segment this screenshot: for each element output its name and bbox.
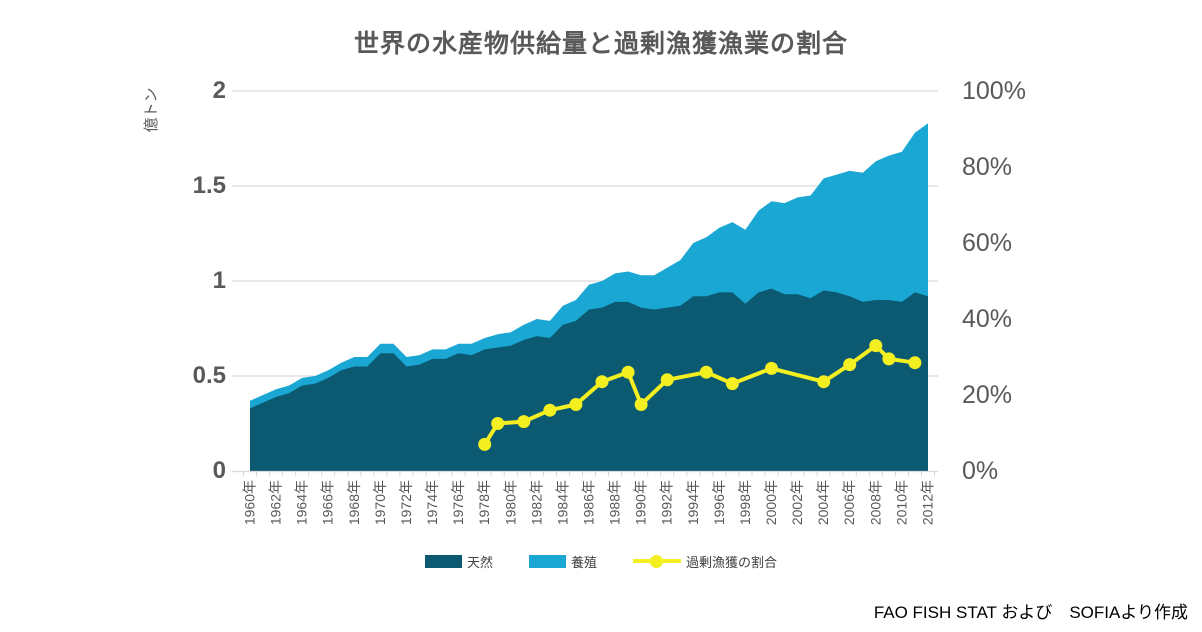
- x-axis-tick-label: 1990年: [633, 480, 649, 525]
- overfished-marker: [725, 377, 739, 391]
- x-axis-tick-label: 2006年: [841, 480, 857, 525]
- overfished-marker: [517, 415, 531, 429]
- y-axis-tick-label: 2: [212, 77, 226, 104]
- x-axis-tick-label: 1972年: [398, 480, 414, 525]
- overfished-marker: [478, 437, 492, 451]
- y-axis-tick-label: 40%: [962, 305, 1013, 333]
- y-axis-tick-label: 60%: [962, 229, 1013, 257]
- chart-title: 世界の水産物供給量と過剰漁獲漁業の割合: [353, 30, 848, 58]
- y-axis-tick-label: 1.5: [192, 172, 226, 199]
- x-axis-tick-label: 1980年: [502, 480, 518, 525]
- overfished-marker: [843, 358, 857, 372]
- legend: 天然 養殖 過剰漁獲の割合: [0, 550, 1202, 572]
- x-axis-tick-label: 1978年: [476, 480, 492, 525]
- overfished-marker: [634, 398, 648, 411]
- overfished-line-swatch: [633, 554, 681, 568]
- x-axis-tick-label: 2010年: [893, 480, 909, 525]
- y-axis-tick-label: 0: [212, 457, 226, 484]
- x-axis-tick-label: 1984年: [554, 480, 570, 525]
- legend-label-overfished: 過剰漁獲の割合: [686, 554, 778, 570]
- legend-item-aquaculture: 養殖: [528, 552, 597, 571]
- overfished-marker-swatch: [650, 554, 663, 568]
- overfished-marker: [621, 365, 635, 379]
- legend-item-overfished: 過剰漁獲の割合: [633, 552, 777, 571]
- overfished-marker: [699, 365, 713, 379]
- overfished-marker: [543, 403, 557, 417]
- overfished-marker: [765, 361, 778, 375]
- x-axis-tick-label: 2000年: [763, 480, 779, 525]
- plot-area: 1960年 1962年 1964年 1966年 1968年 1970年 1972年 1974年…: [232, 90, 938, 525]
- x-axis-tick-label: 1988年: [607, 480, 623, 525]
- x-axis-tick-label: 1966年: [320, 480, 336, 525]
- wild-area-swatch: [424, 554, 462, 568]
- legend-label-aquaculture: 養殖: [570, 554, 597, 570]
- overfished-marker: [869, 339, 883, 353]
- y-axis-tick-label: 80%: [962, 153, 1013, 181]
- wild-catch-area: [250, 288, 928, 471]
- legend-label-wild: 天然: [466, 554, 493, 570]
- y-axis-tick-label: 0.5: [192, 362, 226, 389]
- x-axis-tick-label: 2012年: [919, 480, 935, 525]
- y-axis-tick-label: 0%: [962, 457, 999, 485]
- x-axis-tick-label: 1994年: [685, 480, 701, 525]
- overfished-marker: [569, 398, 583, 411]
- x-axis-tick-label: 1986年: [580, 480, 596, 525]
- x-axis-tick-label: 1976年: [450, 480, 466, 525]
- x-axis-tick-label: 1964年: [294, 480, 310, 525]
- overfished-marker: [660, 373, 674, 387]
- aquaculture-area-swatch: [528, 554, 566, 568]
- x-axis-tick-label: 2008年: [867, 480, 883, 525]
- source-note: FAO FISH STAT および SOFIAより作成: [873, 603, 1188, 622]
- x-axis-tick-label: 1992年: [659, 480, 675, 525]
- y-axis-tick-label: 20%: [962, 381, 1013, 409]
- y-axis-tick-label: 1: [212, 267, 226, 294]
- x-axis-tick-label: 1962年: [268, 480, 284, 525]
- x-axis-tick-label: 1970年: [372, 480, 388, 525]
- x-axis-tick-label: 1974年: [424, 480, 440, 525]
- y-axis-tick-label: 100%: [962, 77, 1026, 105]
- x-axis-tick-label: 2002年: [789, 480, 805, 525]
- legend-item-wild: 天然: [424, 552, 493, 571]
- overfished-marker: [908, 356, 922, 370]
- x-axis-tick-label: 1998年: [737, 480, 753, 525]
- x-axis-tick-label: 1968年: [346, 480, 362, 525]
- overfished-marker: [882, 352, 896, 366]
- x-axis-tick-label: 1960年: [242, 480, 258, 525]
- overfished-marker: [491, 417, 505, 430]
- x-axis-tick-label: 2004年: [815, 480, 831, 525]
- overfished-marker: [817, 375, 831, 389]
- x-axis-tick-label: 1982年: [528, 480, 544, 525]
- x-axis-tick-label: 1996年: [711, 480, 727, 525]
- overfished-marker: [595, 375, 609, 389]
